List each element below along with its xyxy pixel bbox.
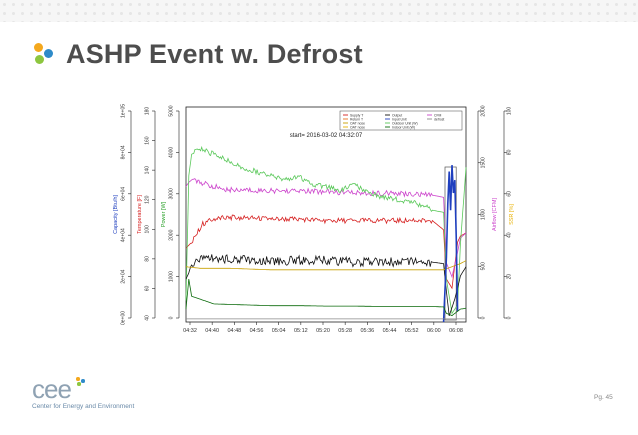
axis-tick-label: 40	[507, 232, 513, 238]
legend-label: Outdoor Unit (W)	[392, 121, 418, 125]
axis-tick-label: 80	[507, 149, 513, 155]
axis-tick-label: 1000	[481, 209, 487, 220]
axis-tick-label: 3000	[168, 188, 174, 199]
axis-title: SSR [%]	[509, 204, 515, 225]
axis-tick-label: 120	[144, 195, 150, 204]
axis-tick-label: 2000	[168, 229, 174, 240]
slide-title: ASHP Event w. Defrost	[66, 38, 363, 69]
cee-logo: cee Center for Energy and Environment	[32, 376, 134, 410]
orange-dot-icon	[34, 43, 43, 52]
series-line-indoor-unit-w-	[185, 278, 467, 317]
axis-tick-label: 2000	[481, 105, 487, 116]
title-dots-icon	[30, 40, 58, 68]
x-tick-label: 06:08	[449, 328, 463, 334]
axis-tick-label: 180	[144, 107, 150, 116]
x-tick-label: 05:04	[272, 328, 286, 334]
slide-header: ASHP Event w. Defrost	[30, 36, 363, 72]
x-tick-label: 06:00	[427, 328, 441, 334]
axis-title: Airflow [CFM]	[492, 198, 498, 231]
axis-tick-label: 8e+04	[120, 145, 126, 159]
x-tick-label: 05:36	[360, 328, 374, 334]
x-tick-label: 05:52	[405, 328, 419, 334]
axis-tick-label: 6e+04	[120, 187, 126, 201]
page-number: Pg. 45	[594, 394, 613, 401]
series-line-input-unit	[442, 165, 459, 323]
axis-tick-label: 1e+05	[120, 104, 126, 118]
axis-tick-label: 0e+00	[120, 311, 126, 325]
legend-label: Return T	[350, 117, 363, 121]
axis-tick-label: 0	[507, 316, 513, 319]
legend-label: OAT nose	[350, 125, 365, 129]
axis-tick-label: 0	[168, 316, 174, 319]
legend-label: OAT nose	[350, 121, 365, 125]
legend-label: Indoor Unit (W)	[392, 125, 415, 129]
axis-tick-label: 4000	[168, 147, 174, 158]
legend-label: Supply T	[350, 113, 363, 117]
series-line-supply-t	[185, 214, 467, 290]
plot-frame	[185, 106, 467, 323]
axis-title: Temperature [F]	[137, 195, 143, 234]
axis-title: Power [W]	[161, 201, 167, 227]
axis-tick-label: 0	[481, 316, 487, 319]
axis-tick-label: 100	[144, 225, 150, 234]
decorative-top-band	[0, 0, 638, 22]
legend-label: Input Unit	[392, 117, 407, 121]
x-tick-label: 05:12	[294, 328, 308, 334]
x-tick-label: 04:32	[183, 328, 197, 334]
axis-tick-label: 100	[507, 107, 513, 116]
logo-subtitle: Center for Energy and Environment	[32, 403, 135, 410]
axis-tick-label: 500	[481, 262, 487, 271]
legend-box	[339, 110, 463, 131]
axis-title: Capacity [Btu/h]	[113, 195, 119, 234]
x-tick-label: 04:40	[205, 328, 219, 334]
chart-title: start= 2016-03-02 04:32:07	[290, 133, 363, 139]
axis-tick-label: 2e+04	[120, 269, 126, 283]
axis-tick-label: 4e+04	[120, 228, 126, 242]
axis-tick-label: 20	[507, 274, 513, 280]
axis-tick-label: 5000	[168, 105, 174, 116]
logo-text: cee	[32, 374, 72, 404]
legend-label: Output	[392, 113, 402, 117]
blue-dot-icon	[44, 49, 53, 58]
axis-tick-label: 1500	[481, 157, 487, 168]
axis-tick-label: 40	[144, 315, 150, 321]
green-dot-icon	[35, 55, 44, 64]
x-tick-label: 05:20	[316, 328, 330, 334]
axis-tick-label: 60	[507, 191, 513, 197]
axis-tick-label: 160	[144, 136, 150, 145]
x-tick-label: 04:56	[250, 328, 264, 334]
axis-tick-label: 140	[144, 166, 150, 175]
series-line-cfm	[185, 178, 467, 279]
legend-label: CFM	[434, 113, 442, 117]
x-tick-label: 05:44	[383, 328, 397, 334]
x-tick-label: 04:48	[227, 328, 241, 334]
axis-tick-label: 60	[144, 285, 150, 291]
axis-tick-label: 80	[144, 256, 150, 262]
legend-label: defrost	[434, 117, 444, 121]
x-tick-label: 05:28	[338, 328, 352, 334]
axis-tick-label: 1000	[168, 271, 174, 282]
series-line-oat-nose	[185, 260, 467, 271]
series-line-output	[185, 254, 467, 317]
series-line-outdoor-unit-w-	[185, 145, 467, 315]
logo-dots-icon	[76, 377, 88, 389]
